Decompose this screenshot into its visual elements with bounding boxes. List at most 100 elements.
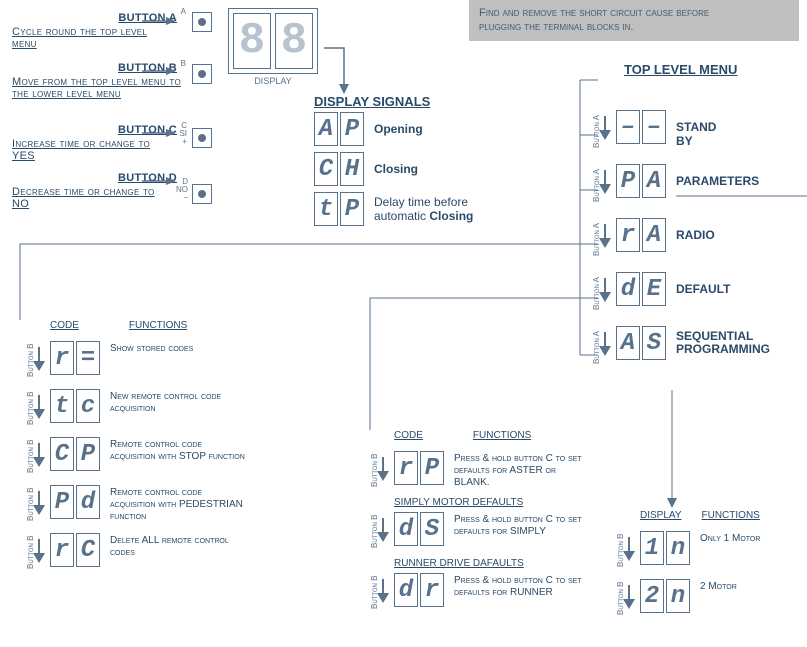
display-digit-2: 8 <box>275 13 313 69</box>
submenu-code: 2 <box>640 579 664 613</box>
toplevel-label: PARAMETERS <box>676 174 759 188</box>
button-d-desc: Decrease time or change to NO <box>12 186 172 210</box>
button-a[interactable] <box>192 12 212 32</box>
button-c-desc: Increase time or change to YES <box>12 138 172 162</box>
submenu-code: P <box>420 451 444 485</box>
display-frame: 8 8 DISPLAY <box>228 8 318 86</box>
submenu-subheading: SIMPLY MOTOR DEFAULTS <box>394 497 531 508</box>
submenu-code: C <box>50 437 74 471</box>
warning-note: Find and remove the short circuit cause … <box>469 0 799 41</box>
note-line1: Find and remove the short circuit cause … <box>479 6 789 20</box>
pin-d-3: − <box>172 194 188 202</box>
toplevel-label: SEQUENTIAL PROGRAMMING <box>676 330 786 356</box>
display-signals-heading: DISPLAY SIGNALS <box>314 94 430 109</box>
submenu-desc: Delete ALL remote control codes <box>110 535 250 559</box>
arrow-down-icon <box>32 395 46 419</box>
submenu-code: C <box>76 533 100 567</box>
arrow-down-icon <box>376 579 390 603</box>
signal-label: Opening <box>374 122 423 136</box>
top-level-heading: TOP LEVEL MENU <box>624 62 737 77</box>
toplevel-code: A <box>642 164 666 198</box>
toplevel-code: A <box>616 326 640 360</box>
arrow-down-icon <box>376 518 390 542</box>
signal-code: P <box>340 192 364 226</box>
toplevel-code: E <box>642 272 666 306</box>
pin-c-3: + <box>175 138 187 146</box>
submenu-code: n <box>666 579 690 613</box>
signal-row: A P <box>314 112 364 146</box>
arrow-down-icon <box>32 491 46 515</box>
arrow-down-icon <box>598 224 612 248</box>
submenu-desc: Only 1 Motor <box>700 533 790 545</box>
toplevel-code: A <box>642 218 666 252</box>
default-head-code: CODE <box>394 430 423 441</box>
seq-head-func: FUNCTIONS <box>702 510 760 521</box>
arrow-down-icon <box>622 585 636 609</box>
submenu-desc: Remote control code acquisition with STO… <box>110 439 250 463</box>
default-submenu: CODE FUNCTIONS Button BrPPress & hold bu… <box>364 430 531 611</box>
toplevel-code: d <box>616 272 640 306</box>
pin-a-label: A <box>176 8 186 16</box>
arrow-down-icon <box>376 457 390 481</box>
submenu-desc: Press & hold button C to set defaults fo… <box>454 514 594 538</box>
note-line2: plugging the terminal blocks in. <box>479 20 789 34</box>
toplevel-label: RADIO <box>676 228 715 242</box>
toplevel-code: P <box>616 164 640 198</box>
button-a-desc: Cycle round the top level menu <box>12 26 172 50</box>
submenu-code: 1 <box>640 531 664 565</box>
display-digit-1: 8 <box>233 13 271 69</box>
signal-label: Delay time before automatic Closing <box>374 195 504 223</box>
submenu-code: r <box>50 533 74 567</box>
submenu-desc: 2 Motor <box>700 581 790 593</box>
submenu-desc: Press & hold button C to set defaults fo… <box>454 453 594 489</box>
submenu-code: P <box>76 437 100 471</box>
arrow-down-icon <box>32 539 46 563</box>
signal-code: H <box>340 152 364 186</box>
toplevel-code: r <box>616 218 640 252</box>
button-b-desc: Move from the top level menu to the lowe… <box>12 76 182 100</box>
display-signals-list: A P Opening C H Closing t P Delay time b… <box>314 112 504 226</box>
arrow-down-icon <box>32 347 46 371</box>
submenu-desc: New remote control code acquisition <box>110 391 250 415</box>
signal-row: C H <box>314 152 364 186</box>
submenu-code: P <box>50 485 74 519</box>
submenu-desc: Press & hold button C to set defaults fo… <box>454 575 594 599</box>
radio-submenu: CODE FUNCTIONS Button Br=Show stored cod… <box>20 320 187 571</box>
display-label: DISPLAY <box>228 76 318 86</box>
submenu-code: n <box>666 531 690 565</box>
button-d[interactable] <box>192 184 212 204</box>
arrow-down-icon <box>622 537 636 561</box>
submenu-code: = <box>76 341 100 375</box>
submenu-desc: Show stored codes <box>110 343 250 355</box>
submenu-code: d <box>394 512 418 546</box>
seq-submenu: DISPLAY FUNCTIONS Button B1nOnly 1 Motor… <box>610 510 760 617</box>
submenu-subheading: RUNNER DRIVE DAFAULTS <box>394 558 531 569</box>
signal-row: t P <box>314 192 364 226</box>
submenu-code: S <box>420 512 444 546</box>
toplevel-code: – <box>616 110 640 144</box>
toplevel-code: S <box>642 326 666 360</box>
radio-head-code: CODE <box>50 320 79 331</box>
submenu-code: t <box>50 389 74 423</box>
arrow-down-icon <box>32 443 46 467</box>
signal-code: C <box>314 152 338 186</box>
signal-label: Closing <box>374 162 418 176</box>
arrow-down-icon <box>598 332 612 356</box>
radio-head-func: FUNCTIONS <box>129 320 187 331</box>
submenu-code: d <box>76 485 100 519</box>
toplevel-label: DEFAULT <box>676 282 730 296</box>
submenu-code: c <box>76 389 100 423</box>
submenu-desc: Remote control code acquisition with PED… <box>110 487 250 523</box>
arrow-down-icon <box>598 278 612 302</box>
default-head-func: FUNCTIONS <box>473 430 531 441</box>
signal-code: t <box>314 192 338 226</box>
arrow-down-icon <box>598 116 612 140</box>
button-b[interactable] <box>192 64 212 84</box>
top-level-list: Button A – – STAND BY Button A P A PARAM… <box>584 100 598 370</box>
arrow-down-icon <box>598 170 612 194</box>
submenu-code: r <box>420 573 444 607</box>
submenu-code: r <box>394 451 418 485</box>
signal-code: A <box>314 112 338 146</box>
button-c[interactable] <box>192 128 212 148</box>
toplevel-code: – <box>642 110 666 144</box>
